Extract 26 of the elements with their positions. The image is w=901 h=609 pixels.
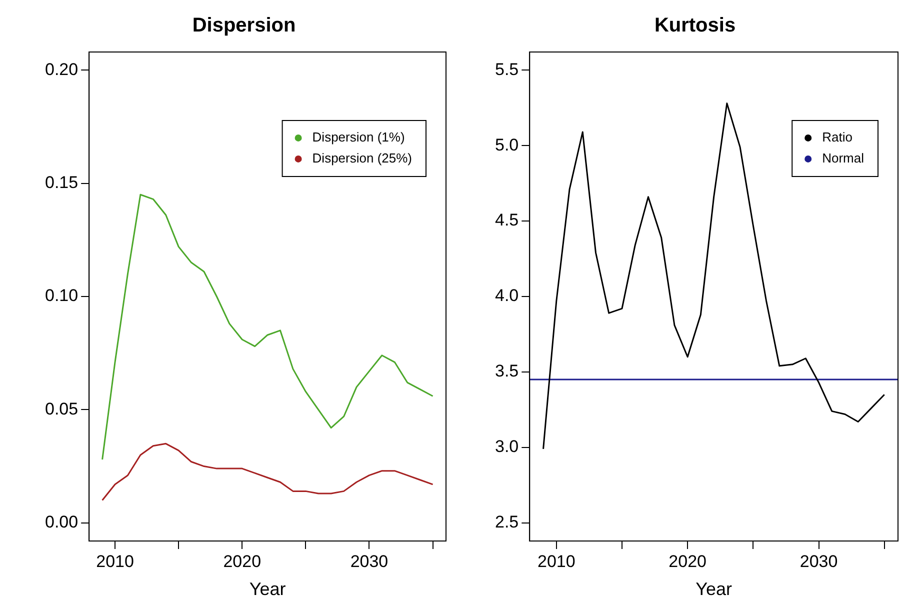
y-tick-label: 0.00 [44,512,78,532]
x-tick-label: 2030 [350,552,388,571]
y-tick-label: 5.0 [494,135,519,154]
y-tick-label: 3.0 [494,437,519,456]
y-tick-label: 3.5 [494,362,519,381]
x-tick-label: 2020 [668,552,706,571]
y-tick-label: 5.5 [494,60,519,79]
chart-title: Kurtosis [654,14,736,37]
legend-label: Dispersion (25%) [312,150,412,166]
legend-label: Normal [822,150,864,166]
y-tick-label: 0.10 [44,286,78,306]
y-tick-label: 4.0 [494,286,519,306]
x-axis-title: Year [696,579,732,600]
legend-label: Dispersion (1%) [312,130,405,145]
chart-title: Dispersion [192,14,296,37]
y-tick-label: 0.15 [44,172,78,192]
y-tick-label: 0.05 [44,399,78,418]
x-tick-label: 2010 [537,552,576,571]
y-tick-label: 2.5 [494,512,519,532]
legend-label: Ratio [822,130,852,145]
y-tick-label: 4.5 [494,210,519,230]
x-tick-label: 2010 [96,552,134,571]
x-axis-title: Year [249,579,286,600]
x-tick-label: 2030 [800,552,838,571]
x-tick-label: 2020 [223,552,262,571]
y-tick-label: 0.20 [44,60,78,79]
